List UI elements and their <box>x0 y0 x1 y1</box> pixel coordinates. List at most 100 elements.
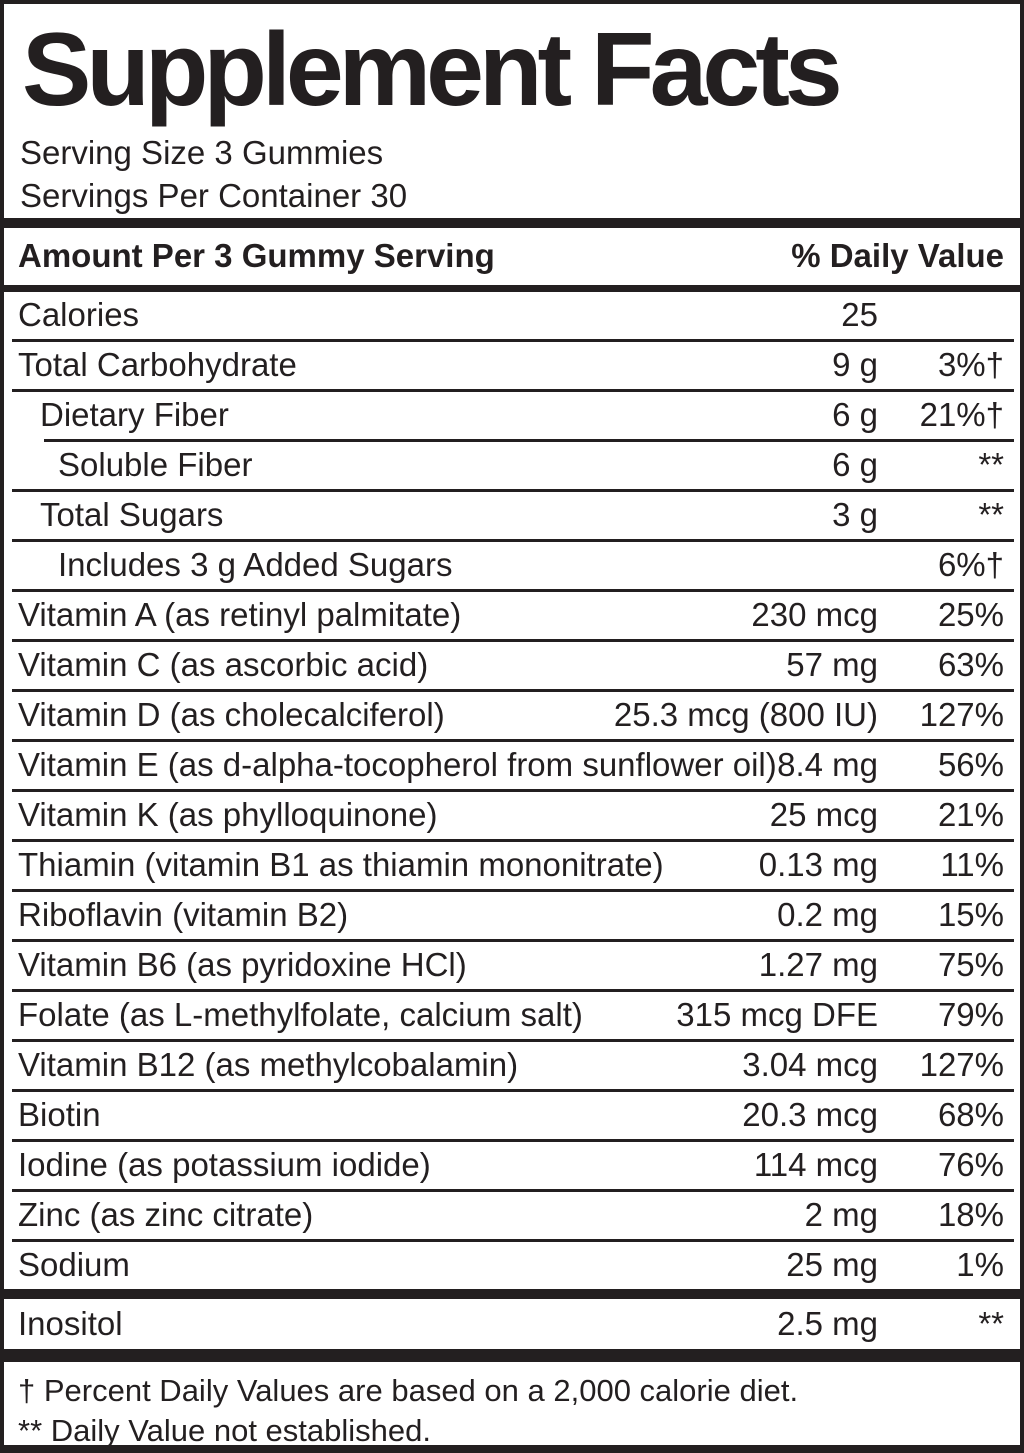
nutrient-amount: 2 mg <box>804 1196 878 1234</box>
nutrient-dv: 68% <box>937 1096 1004 1134</box>
nutrient-name: Calories <box>18 296 140 334</box>
nutrient-amount: 9 g <box>832 346 878 384</box>
nutrient-name: Folate (as L-methylfolate, calcium salt) <box>18 996 583 1034</box>
nutrient-table: Calories 25 Total Carbohydrate 9 g 3%† Dietar… <box>4 292 1020 1289</box>
table-row: Vitamin D (as cholecalciferol) 25.3 mcg (… <box>4 692 1020 739</box>
nutrient-amount: 315 mcg DFE <box>676 996 878 1034</box>
nutrient-amount: 6 g <box>832 446 878 484</box>
row-divider <box>12 1138 1014 1142</box>
nutrient-dv: 63% <box>937 646 1004 684</box>
nutrient-dv: 127% <box>919 696 1004 734</box>
row-divider <box>12 1088 1014 1092</box>
nutrient-name: Vitamin E (as d-alpha-tocopherol from su… <box>18 746 777 784</box>
nutrient-name: Zinc (as zinc citrate) <box>18 1196 314 1234</box>
nutrient-dv: ** <box>978 446 1004 484</box>
nutrient-dv: 18% <box>937 1196 1004 1234</box>
footnote-not-established: ** Daily Value not established. <box>18 1413 432 1445</box>
nutrient-amount: 230 mcg <box>751 596 878 634</box>
nutrient-amount: 3 g <box>832 496 878 534</box>
nutrient-amount: 0.2 mg <box>777 896 878 934</box>
table-row: Biotin 20.3 mcg 68% <box>4 1092 1020 1139</box>
thick-bar-top <box>4 217 1020 228</box>
page-title: Supplement Facts <box>22 12 843 128</box>
nutrient-name: Riboflavin (vitamin B2) <box>18 896 349 934</box>
nutrient-amount: 0.13 mg <box>758 846 878 884</box>
row-divider <box>12 1188 1014 1192</box>
footnotes: † Percent Daily Values are based on a 2,… <box>4 1362 1020 1445</box>
table-row: Vitamin E (as d-alpha-tocopherol from su… <box>4 742 1020 789</box>
nutrient-name: Vitamin A (as retinyl palmitate) <box>18 596 462 634</box>
nutrient-name: Vitamin K (as phylloquinone) <box>18 796 438 834</box>
nutrient-amount: 25 mg <box>786 1246 878 1284</box>
serving-size: Serving Size 3 Gummies <box>20 134 384 171</box>
nutrient-name: Vitamin D (as cholecalciferol) <box>18 696 445 734</box>
nutrient-name: Total Carbohydrate <box>18 346 297 384</box>
row-divider <box>12 538 1014 542</box>
nutrient-name: Dietary Fiber <box>40 396 229 434</box>
medium-bar-under-header <box>4 284 1020 292</box>
nutrient-dv: 75% <box>937 946 1004 984</box>
table-row: Total Carbohydrate 9 g 3%† <box>4 342 1020 389</box>
table-row: Total Sugars 3 g ** <box>4 492 1020 539</box>
nutrient-name: Total Sugars <box>40 496 224 534</box>
amount-header: Amount Per 3 Gummy Serving <box>18 237 495 275</box>
table-header-row: Amount Per 3 Gummy Serving % Daily Value <box>4 228 1020 285</box>
row-divider <box>12 588 1014 592</box>
table-row: Sodium 25 mg 1% <box>4 1242 1020 1289</box>
nutrient-amount: 57 mg <box>786 646 878 684</box>
table-row: Vitamin A (as retinyl palmitate) 230 mcg 2… <box>4 592 1020 639</box>
table-row: Inositol 2.5 mg ** <box>4 1299 1020 1349</box>
nutrient-name: Iodine (as potassium iodide) <box>18 1146 431 1184</box>
nutrient-dv: 11% <box>940 846 1004 884</box>
nutrient-dv: 21% <box>937 796 1004 834</box>
row-divider <box>12 738 1014 742</box>
nutrient-amount: 3.04 mcg <box>742 1046 878 1084</box>
nutrient-name: Thiamin (vitamin B1 as thiamin mononitra… <box>18 846 664 884</box>
table-row: Zinc (as zinc citrate) 2 mg 18% <box>4 1192 1020 1239</box>
nutrient-dv: ** <box>978 1304 1004 1342</box>
nutrient-dv: 76% <box>937 1146 1004 1184</box>
row-divider <box>12 638 1014 642</box>
nutrient-name: Vitamin B6 (as pyridoxine HCl) <box>18 946 467 984</box>
row-divider <box>12 988 1014 992</box>
nutrient-amount: 114 mcg <box>753 1146 878 1184</box>
nutrient-dv: 1% <box>956 1246 1004 1284</box>
nutrient-amount: 25 mcg <box>769 796 878 834</box>
nutrient-dv: 25% <box>937 596 1004 634</box>
nutrient-dv: 79% <box>937 996 1004 1034</box>
nutrient-amount: 1.27 mg <box>758 946 878 984</box>
table-row: Iodine (as potassium iodide) 114 mcg 76% <box>4 1142 1020 1189</box>
nutrient-dv: 56% <box>937 746 1004 784</box>
table-row: Vitamin C (as ascorbic acid) 57 mg 63% <box>4 642 1020 689</box>
row-divider <box>12 338 1014 342</box>
table-row: Thiamin (vitamin B1 as thiamin mononitra… <box>4 842 1020 889</box>
nutrient-dv: 15% <box>937 896 1004 934</box>
nutrient-amount: 25.3 mcg (800 IU) <box>613 696 878 734</box>
nutrient-name: Soluble Fiber <box>58 446 253 484</box>
row-divider <box>12 688 1014 692</box>
daily-value-header: % Daily Value <box>791 237 1004 275</box>
footnote-daily-values: † Percent Daily Values are based on a 2,… <box>18 1372 799 1408</box>
row-divider <box>12 938 1014 942</box>
row-divider <box>12 788 1014 792</box>
table-row: Dietary Fiber 6 g 21%† <box>4 392 1020 439</box>
nutrient-name: Vitamin C (as ascorbic acid) <box>18 646 429 684</box>
row-divider <box>12 1238 1014 1242</box>
heavy-bar-above-footnotes <box>4 1348 1020 1362</box>
row-divider <box>12 1038 1014 1042</box>
row-divider <box>12 838 1014 842</box>
nutrient-amount: 2.5 mg <box>777 1304 878 1342</box>
nutrient-dv: ** <box>978 496 1004 534</box>
nutrient-amount: 8.4 mg <box>777 746 878 784</box>
servings-per-container: Servings Per Container 30 <box>20 176 408 214</box>
table-row: Includes 3 g Added Sugars 6%† <box>4 542 1020 589</box>
table-row: Vitamin B6 (as pyridoxine HCl) 1.27 mg 75% <box>4 942 1020 989</box>
nutrient-name: Sodium <box>18 1246 130 1284</box>
table-row: Folate (as L-methylfolate, calcium salt)… <box>4 992 1020 1039</box>
nutrient-dv: 6%† <box>937 546 1004 584</box>
nutrient-amount: 6 g <box>832 396 878 434</box>
nutrient-dv: 21%† <box>919 396 1004 434</box>
table-row: Calories 25 <box>4 292 1020 339</box>
table-row: Riboflavin (vitamin B2) 0.2 mg 15% <box>4 892 1020 939</box>
